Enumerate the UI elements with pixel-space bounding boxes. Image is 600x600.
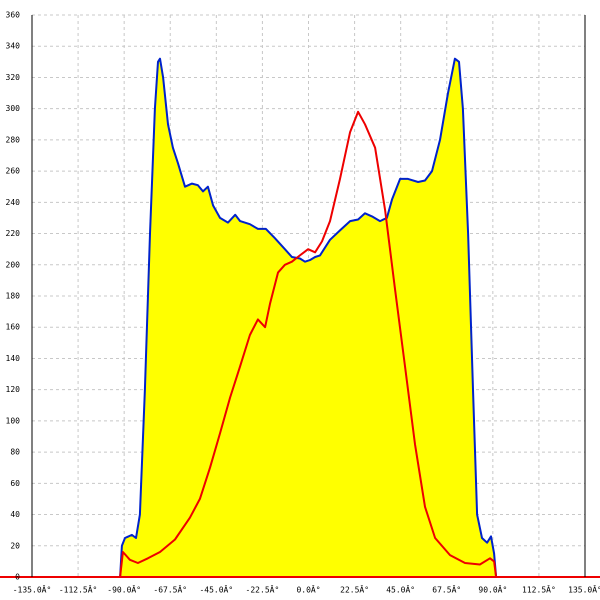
y-tick-label: 120 xyxy=(6,385,21,394)
x-tick-label: 135.0Â° xyxy=(568,584,600,595)
y-tick-label: 40 xyxy=(10,510,20,519)
y-tick-label: 320 xyxy=(6,73,21,82)
y-tick-label: 20 xyxy=(10,541,20,550)
y-tick-label: 240 xyxy=(6,198,21,207)
x-tick-label: 67.5Â° xyxy=(432,584,461,595)
y-tick-label: 160 xyxy=(6,323,21,332)
y-tick-label: 280 xyxy=(6,135,21,144)
area xyxy=(120,58,497,577)
y-tick-label: 340 xyxy=(6,42,21,51)
x-tick-label: -67.5Â° xyxy=(153,584,187,595)
y-tick-label: 80 xyxy=(10,448,20,457)
layer xyxy=(119,57,498,578)
x-tick-label: -22.5Â° xyxy=(246,584,280,595)
y-tick-label: 100 xyxy=(6,416,21,425)
y-tick-label: 0 xyxy=(15,573,20,582)
y-tick-label: 260 xyxy=(6,167,21,176)
x-tick-label: -135.0Â° xyxy=(13,584,52,595)
y-tick-label: 60 xyxy=(10,479,20,488)
x-tick-label: -45.0Â° xyxy=(199,584,233,595)
line xyxy=(119,110,498,578)
x-tick-label: -112.5Â° xyxy=(59,584,98,595)
layer: 0 20 40 60 80 100 120 140 160 180 200 220 240 260 280 3… xyxy=(6,11,600,595)
y-tick-label: 300 xyxy=(6,104,21,113)
y-tick-label: 360 xyxy=(6,11,21,20)
x-tick-label: 112.5Â° xyxy=(522,584,556,595)
y-tick-label: 220 xyxy=(6,229,21,238)
x-tick-label: 22.5Â° xyxy=(340,584,369,595)
y-tick-label: 180 xyxy=(6,292,21,301)
y-tick-label: 200 xyxy=(6,260,21,269)
x-tick-label: 0.0Â° xyxy=(296,584,320,595)
x-tick-label: -90.0Â° xyxy=(107,584,141,595)
x-tick-label: 45.0Â° xyxy=(386,584,415,595)
line xyxy=(119,57,498,578)
x-tick-label: 90.0Â° xyxy=(478,584,507,595)
y-tick-label: 140 xyxy=(6,354,21,363)
